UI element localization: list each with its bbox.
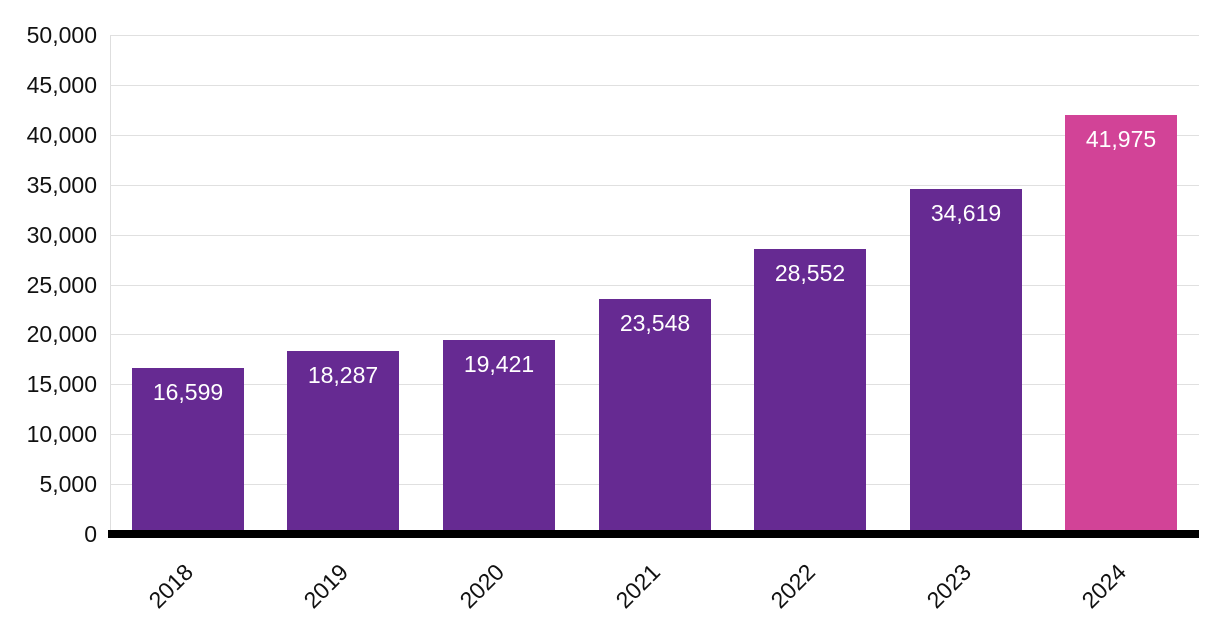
y-tick-label-5000: 5,000 bbox=[39, 471, 97, 498]
bar-value-label-2018: 16,599 bbox=[152, 379, 224, 405]
bar-value-label-2024: 41,975 bbox=[1085, 126, 1157, 152]
y-tick-label-45000: 45,000 bbox=[26, 71, 97, 98]
x-tick-label-2023: 2023 bbox=[921, 558, 977, 614]
bar-value-label-2022: 28,552 bbox=[774, 260, 846, 286]
bar-value-label-2023: 34,619 bbox=[930, 200, 1002, 226]
x-tick-label-2022: 2022 bbox=[765, 558, 821, 614]
bar-value-label-2021: 23,548 bbox=[619, 310, 691, 336]
y-tick-label-10000: 10,000 bbox=[26, 421, 97, 448]
y-tick-label-50000: 50,000 bbox=[26, 22, 97, 48]
bar-2024: 41,975 bbox=[1065, 115, 1177, 534]
x-tick-label-2024: 2024 bbox=[1076, 558, 1132, 614]
bar-2022: 28,552 bbox=[754, 249, 866, 534]
bar-value-label-2019: 18,287 bbox=[307, 362, 379, 388]
y-tick-label-35000: 35,000 bbox=[26, 171, 97, 198]
y-tick-label-20000: 20,000 bbox=[26, 321, 97, 348]
bar-value-label-2020: 19,421 bbox=[463, 351, 535, 377]
y-tick-label-15000: 15,000 bbox=[26, 371, 97, 398]
y-tick-label-0: 0 bbox=[84, 521, 97, 547]
y-tick-label-30000: 30,000 bbox=[26, 221, 97, 248]
y-tick-label-40000: 40,000 bbox=[26, 121, 97, 148]
gridline-45000 bbox=[110, 84, 1199, 86]
bar-2019: 18,287 bbox=[287, 351, 399, 534]
bar-2020: 19,421 bbox=[443, 340, 555, 534]
gridline-50000 bbox=[110, 35, 1199, 36]
y-axis: 0 5,000 10,000 15,000 20,000 25,000 30,000 35,0… bbox=[0, 0, 97, 630]
y-tick-label-25000: 25,000 bbox=[26, 271, 97, 298]
bar-2021: 23,548 bbox=[599, 299, 711, 534]
x-tick-label-2020: 2020 bbox=[454, 558, 510, 614]
bar-2023: 34,619 bbox=[910, 189, 1022, 534]
x-tick-label-2019: 2019 bbox=[298, 558, 354, 614]
gridline-30000 bbox=[110, 234, 1199, 236]
gridline-25000 bbox=[110, 284, 1199, 286]
gridline-35000 bbox=[110, 184, 1199, 186]
gridline-40000 bbox=[110, 134, 1199, 136]
x-tick-label-2018: 2018 bbox=[143, 558, 199, 614]
plot-area: 16,599 18,287 19,421 23,548 28,552 34,619 41,9… bbox=[108, 35, 1199, 538]
x-tick-label-2021: 2021 bbox=[610, 558, 666, 614]
x-axis-line bbox=[108, 530, 1199, 538]
bar-2018: 16,599 bbox=[132, 368, 244, 534]
x-axis-labels: 2018 2019 2020 2021 2022 2023 2024 bbox=[0, 534, 1214, 630]
